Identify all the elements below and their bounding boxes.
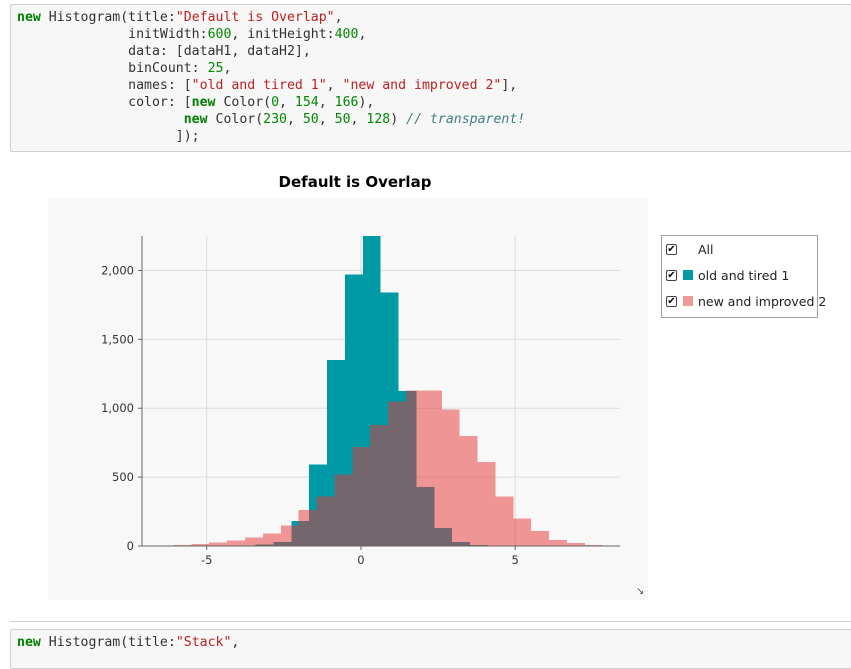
bar-series-2: [263, 534, 281, 546]
bar-series-2: [549, 540, 567, 546]
code-token: new: [17, 635, 41, 650]
bar-series-2: [299, 510, 317, 546]
y-tick-label: 1,500: [101, 332, 134, 346]
legend-all-label: All: [698, 242, 714, 257]
legend-series-1-checkbox[interactable]: ✔: [666, 270, 677, 281]
resize-handle-icon[interactable]: ↘: [636, 586, 644, 597]
x-tick-label: 0: [357, 553, 364, 567]
histogram-chart: 0 500 1,000 1,500 2,000 -5 0 5: [0, 0, 851, 654]
legend-all-checkbox[interactable]: ✔: [666, 244, 677, 255]
bar-series-2: [317, 496, 335, 546]
legend-series-1-swatch: [683, 270, 693, 280]
legend-row-series-2[interactable]: ✔ new and improved 2: [666, 293, 826, 309]
code-token: "Stack": [176, 635, 232, 650]
y-tick-label: 1,000: [101, 401, 134, 415]
code-token: Histogram(title:: [41, 635, 176, 650]
legend-series-2-checkbox[interactable]: ✔: [666, 296, 677, 307]
y-tick-label: 0: [127, 539, 134, 553]
y-tick-label: 500: [112, 470, 134, 484]
x-tick-label: -5: [201, 553, 212, 567]
legend-series-2-swatch: [683, 296, 693, 306]
bar-series-2: [370, 425, 388, 546]
legend-row-all[interactable]: ✔ All: [666, 241, 714, 257]
bar-series-2: [227, 540, 245, 546]
cell-divider: [10, 621, 851, 622]
bar-series-2: [406, 390, 424, 546]
bar-series-2: [424, 390, 442, 546]
code-line: new Histogram(title:"Stack",: [17, 634, 851, 651]
bar-series-2: [513, 518, 531, 546]
legend: ✔ All ✔ old and tired 1 ✔ new and improv…: [661, 235, 818, 318]
code-token: ,: [231, 635, 239, 650]
x-tick-label: 5: [511, 553, 518, 567]
legend-row-series-1[interactable]: ✔ old and tired 1: [666, 267, 789, 283]
bar-series-2: [334, 474, 352, 546]
legend-series-2-label: new and improved 2: [698, 294, 826, 309]
bar-series-2: [531, 531, 549, 546]
bar-series-2: [495, 496, 513, 546]
bar-series-2: [209, 543, 227, 546]
bar-series-2: [388, 401, 406, 546]
bar-series-2: [245, 538, 263, 546]
code-cell-stack[interactable]: new Histogram(title:"Stack",: [10, 629, 851, 669]
legend-series-1-label: old and tired 1: [698, 268, 789, 283]
y-tick-label: 2,000: [101, 263, 134, 277]
code-editor[interactable]: new Histogram(title:"Stack",: [11, 630, 851, 651]
bar-series-2: [478, 462, 496, 546]
bar-series-2: [281, 525, 299, 546]
bar-series-2: [460, 436, 478, 546]
bar-series-2: [442, 410, 460, 546]
bar-series-2: [352, 447, 370, 546]
